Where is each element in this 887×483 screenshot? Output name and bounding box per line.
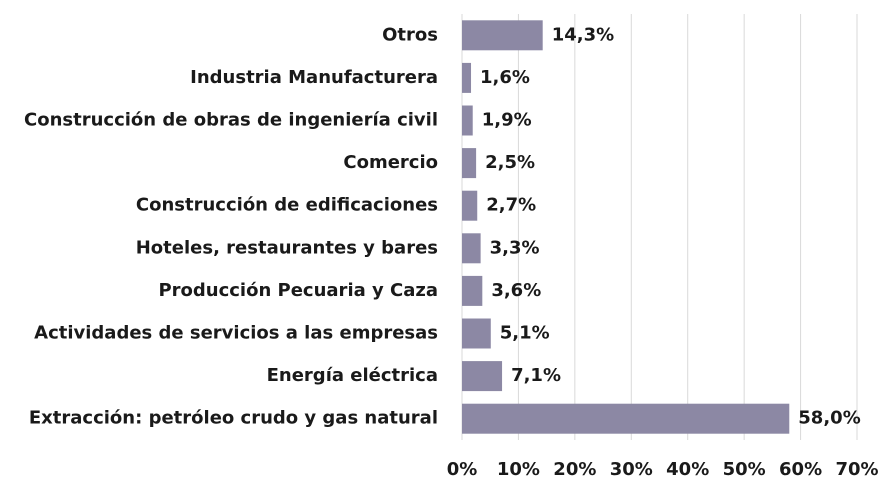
value-label: 5,1%: [500, 323, 550, 344]
y-tick-label: Otros: [382, 24, 438, 45]
value-label: 3,3%: [490, 237, 540, 258]
x-tick-label: 60%: [779, 459, 822, 480]
y-tick-label: Construcción de edificaciones: [136, 195, 438, 216]
y-tick-label: Actividades de servicios a las empresas: [34, 323, 438, 344]
x-tick-label: 20%: [553, 459, 596, 480]
y-tick-label: Comercio: [343, 152, 438, 173]
value-label: 58,0%: [798, 408, 860, 429]
bar: [462, 318, 491, 349]
value-label: 3,6%: [491, 280, 541, 301]
x-tick-label: 10%: [497, 459, 540, 480]
y-tick-label: Energía eléctrica: [267, 365, 438, 386]
x-tick-label: 40%: [666, 459, 709, 480]
y-tick-label: Hoteles, restaurantes y bares: [136, 237, 438, 258]
value-label: 1,6%: [480, 67, 530, 88]
y-tick-label: Construcción de obras de ingeniería civi…: [24, 110, 438, 131]
x-tick-label: 0%: [447, 459, 478, 480]
x-tick-label: 50%: [723, 459, 766, 480]
y-tick-label: Producción Pecuaria y Caza: [158, 280, 438, 301]
y-tick-label: Extracción: petróleo crudo y gas natural: [29, 408, 438, 429]
value-label: 2,7%: [486, 195, 536, 216]
bar: [462, 403, 790, 434]
value-label: 1,9%: [482, 110, 532, 131]
y-tick-label: Industria Manufacturera: [190, 67, 438, 88]
bar: [462, 275, 483, 306]
bar: [462, 190, 478, 221]
bar: [462, 20, 543, 51]
value-label: 14,3%: [552, 24, 614, 45]
bar: [462, 361, 503, 392]
value-label: 2,5%: [485, 152, 535, 173]
bar: [462, 233, 481, 264]
bar: [462, 62, 472, 93]
value-label: 7,1%: [511, 365, 561, 386]
bar: [462, 105, 473, 136]
x-tick-label: 70%: [835, 459, 878, 480]
x-tick-label: 30%: [610, 459, 653, 480]
bar: [462, 148, 477, 179]
